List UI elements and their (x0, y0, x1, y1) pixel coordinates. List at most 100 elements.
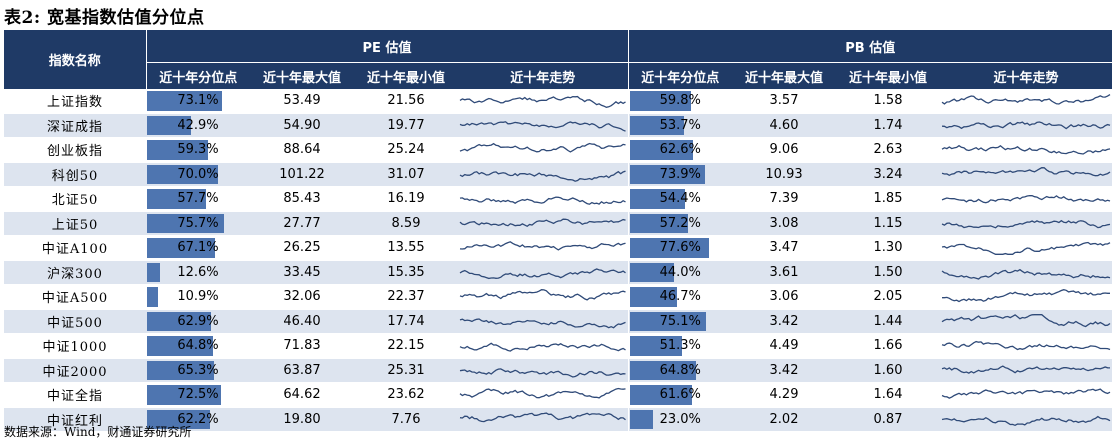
pe-percentile-bar (147, 311, 212, 331)
pe-trend-sparkline (459, 342, 626, 353)
pb-min-value: 1.60 (836, 358, 940, 383)
pe-min-value: 8.59 (354, 211, 458, 236)
pe-percentile-bar (147, 115, 191, 135)
pb-percentile-bar (629, 360, 696, 380)
pe-trend-cell (458, 186, 629, 212)
pb-trend-cell (940, 333, 1113, 359)
pb-max-value: 4.60 (732, 113, 836, 138)
pe-trend-cell (458, 137, 629, 163)
pe-percentile-cell: 65.3% (146, 358, 250, 383)
pb-trend-sparkline (941, 415, 1111, 426)
pb-percentile-bar (629, 213, 688, 233)
pe-trend-cell (458, 333, 629, 359)
pb-min-value: 0.87 (836, 407, 940, 432)
pe-trend-sparkline (459, 96, 626, 109)
table-row: 中证全指 72.5% 64.62 23.62 61.6% 4.29 1.64 (4, 382, 1113, 408)
pb-percentile-cell: 77.6% (628, 235, 732, 261)
pe-trend-cell (458, 309, 629, 334)
pb-trend-cell (940, 235, 1113, 261)
pb-percentile-cell: 51.3% (628, 333, 732, 359)
pe-min-value: 13.55 (354, 235, 458, 261)
pb-percentile-cell: 53.7% (628, 113, 732, 138)
pb-trend-cell (940, 137, 1113, 163)
pb-trend-cell (940, 211, 1113, 236)
pe-trend-sparkline (459, 289, 626, 301)
pb-min-value: 3.24 (836, 162, 940, 187)
pb-min-value: 1.64 (836, 382, 940, 408)
pe-max-value: 64.62 (250, 382, 354, 408)
header-pe-min: 近十年最小值 (354, 62, 458, 89)
pb-percentile-text: 64.8% (659, 362, 701, 378)
index-name: 沪深300 (4, 260, 146, 285)
pe-trend-cell (458, 260, 629, 285)
pe-percentile-cell: 57.7% (146, 186, 250, 212)
pe-percentile-cell: 72.5% (146, 382, 250, 408)
pe-percentile-cell: 42.9% (146, 113, 250, 138)
pe-max-value: 53.49 (250, 89, 354, 114)
pb-percentile-bar (629, 287, 678, 307)
pe-trend-cell (458, 358, 629, 383)
pb-percentile-bar (629, 164, 705, 184)
pb-trend-sparkline (941, 195, 1111, 204)
pe-percentile-cell: 12.6% (146, 260, 250, 285)
pb-trend-sparkline (941, 365, 1111, 374)
pe-percentile-text: 57.7% (177, 191, 219, 207)
pe-percentile-bar (147, 385, 221, 405)
pb-trend-cell (940, 309, 1113, 334)
pe-max-value: 88.64 (250, 137, 354, 163)
pe-percentile-cell: 10.9% (146, 284, 250, 310)
pb-min-value: 1.30 (836, 235, 940, 261)
table-row: 北证50 57.7% 85.43 16.19 54.4% 7.39 1.85 (4, 186, 1113, 212)
pe-min-value: 22.37 (354, 284, 458, 310)
pe-trend-cell (458, 284, 629, 310)
header-pb-trend: 近十年走势 (940, 62, 1113, 89)
pe-trend-sparkline (459, 367, 626, 378)
header-pe-trend: 近十年走势 (458, 62, 629, 89)
pb-trend-cell (940, 284, 1113, 310)
pe-trend-sparkline (459, 120, 626, 132)
pb-max-value: 9.06 (732, 137, 836, 163)
table-row: 科创50 70.0% 101.22 31.07 73.9% 10.93 3.24 (4, 162, 1113, 187)
pe-trend-sparkline (459, 196, 626, 206)
pb-trend-cell (940, 382, 1113, 408)
pe-max-value: 26.25 (250, 235, 354, 261)
pe-trend-cell (458, 113, 629, 138)
header-pe-group: PE 估值 (146, 30, 629, 63)
pb-max-value: 7.39 (732, 186, 836, 212)
pe-trend-sparkline (459, 170, 626, 182)
pe-percentile-cell: 70.0% (146, 162, 250, 187)
pb-percentile-text: 73.9% (659, 166, 701, 182)
header-pb-min: 近十年最小值 (836, 62, 940, 89)
pe-min-value: 19.77 (354, 113, 458, 138)
pe-trend-sparkline (459, 388, 626, 399)
pb-percentile-bar (629, 115, 685, 135)
table-row: 中证1000 64.8% 71.83 22.15 51.3% 4.49 1.66 (4, 333, 1113, 359)
header-index-name: 指数名称 (4, 30, 147, 89)
pe-percentile-cell: 75.7% (146, 211, 250, 236)
pb-trend-sparkline (942, 289, 1111, 303)
index-name: 上证50 (4, 211, 146, 236)
pe-max-value: 101.22 (250, 162, 354, 187)
pe-max-value: 27.77 (250, 211, 354, 236)
pe-min-value: 21.56 (354, 89, 458, 114)
pe-percentile-bar (147, 238, 216, 258)
pb-percentile-text: 75.1% (659, 313, 701, 329)
pe-max-value: 71.83 (250, 333, 354, 359)
index-name: 中证2000 (4, 358, 146, 383)
pb-trend-cell (940, 113, 1113, 138)
pe-trend-sparkline (459, 218, 626, 227)
pe-max-value: 19.80 (250, 407, 354, 432)
pb-percentile-bar (629, 409, 653, 429)
pe-percentile-text: 73.1% (177, 93, 219, 109)
pe-percentile-text: 65.3% (177, 362, 219, 378)
pb-trend-cell (940, 162, 1113, 187)
pb-max-value: 10.93 (732, 162, 836, 187)
pe-trend-sparkline (459, 241, 626, 251)
table-row: 中证2000 65.3% 63.87 25.31 64.8% 3.42 1.60 (4, 358, 1113, 383)
pe-percentile-bar (147, 409, 211, 429)
pe-percentile-text: 72.5% (177, 387, 219, 403)
pb-percentile-text: 57.2% (659, 215, 701, 231)
pe-max-value: 32.06 (250, 284, 354, 310)
pb-max-value: 4.29 (732, 382, 836, 408)
pb-min-value: 2.05 (836, 284, 940, 310)
